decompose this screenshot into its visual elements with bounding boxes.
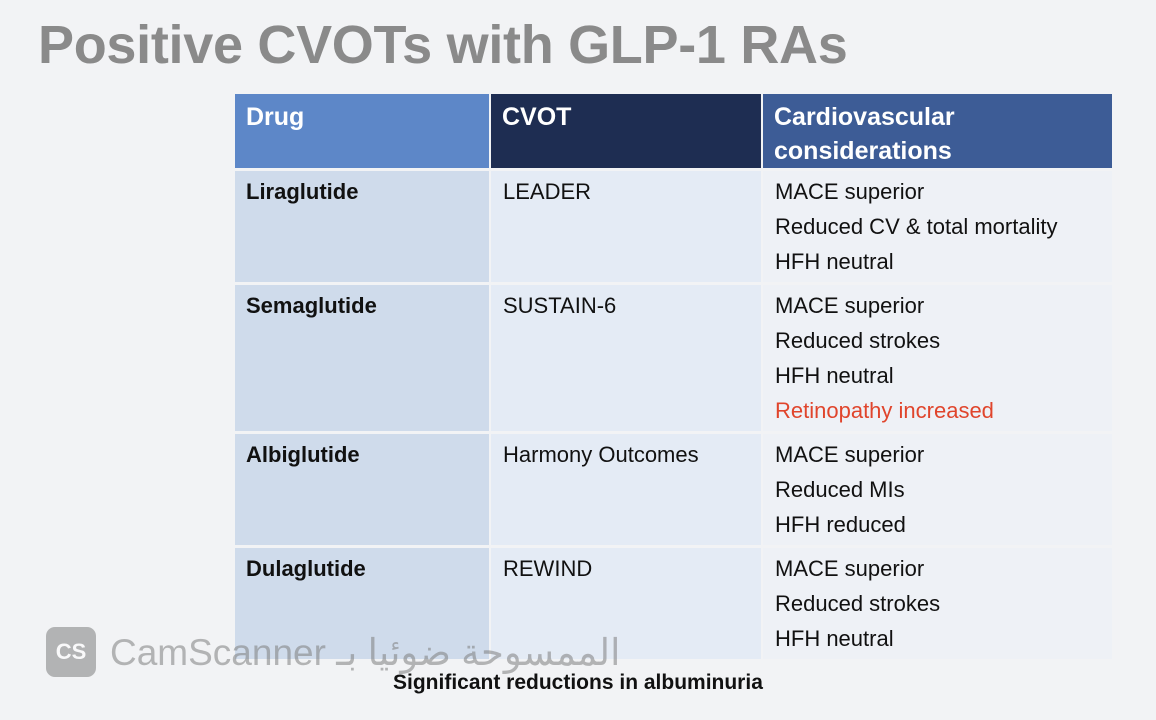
consideration-item: MACE superior [775,293,925,318]
consideration-item: HFH neutral [775,626,894,651]
camscanner-logo-icon: CS [46,627,96,677]
cvot-cell: Harmony Outcomes [489,431,762,547]
considerations-cell: MACE superior Reduced CV & total mortali… [761,168,1112,284]
camscanner-watermark: CS CamScanner الممسوحة ضوئيا بـ [46,627,620,677]
consideration-item: MACE superior [775,556,925,581]
considerations-cell: MACE superior Reduced strokes HFH neutra… [761,545,1112,659]
cvot-cell: LEADER [489,168,762,284]
considerations-cell: MACE superior Reduced MIs HFH reduced [761,431,1112,547]
table-row: Liraglutide LEADER MACE superior Reduced… [235,168,1112,284]
considerations-cell: MACE superior Reduced strokes HFH neutra… [761,282,1112,433]
consideration-item: HFH neutral [775,249,894,274]
header-cardiovascular-considerations: Cardiovascular considerations [761,94,1112,170]
consideration-item: MACE superior [775,442,925,467]
drug-cell: Dulaglutide [235,545,490,659]
consideration-item-warning: Retinopathy increased [775,398,994,423]
footer-note: Significant reductions in albuminuria [393,671,763,694]
consideration-item: HFH neutral [775,363,894,388]
table-row: Albiglutide Harmony Outcomes MACE superi… [235,431,1112,547]
consideration-item: Reduced MIs [775,477,905,502]
drug-cell: Albiglutide [235,431,490,547]
table-row: Dulaglutide REWIND MACE superior Reduced… [235,545,1112,659]
drug-cell: Liraglutide [235,168,490,284]
slide-title: Positive CVOTs with GLP-1 RAs [38,15,848,75]
header-drug: Drug [235,94,490,170]
consideration-item: HFH reduced [775,512,906,537]
consideration-item: Reduced strokes [775,328,941,353]
cvot-cell: REWIND [489,545,762,659]
consideration-item: MACE superior [775,179,925,204]
consideration-item: Reduced CV & total mortality [775,214,1058,239]
watermark-text: CamScanner الممسوحة ضوئيا بـ [110,631,621,673]
cvot-cell: SUSTAIN-6 [489,282,762,433]
table-row: Semaglutide SUSTAIN-6 MACE superior Redu… [235,282,1112,433]
header-cvot: CVOT [489,94,762,170]
consideration-item: Reduced strokes [775,591,941,616]
drug-cell: Semaglutide [235,282,490,433]
cvot-table: Drug CVOT Cardiovascular considerations … [235,94,1112,659]
